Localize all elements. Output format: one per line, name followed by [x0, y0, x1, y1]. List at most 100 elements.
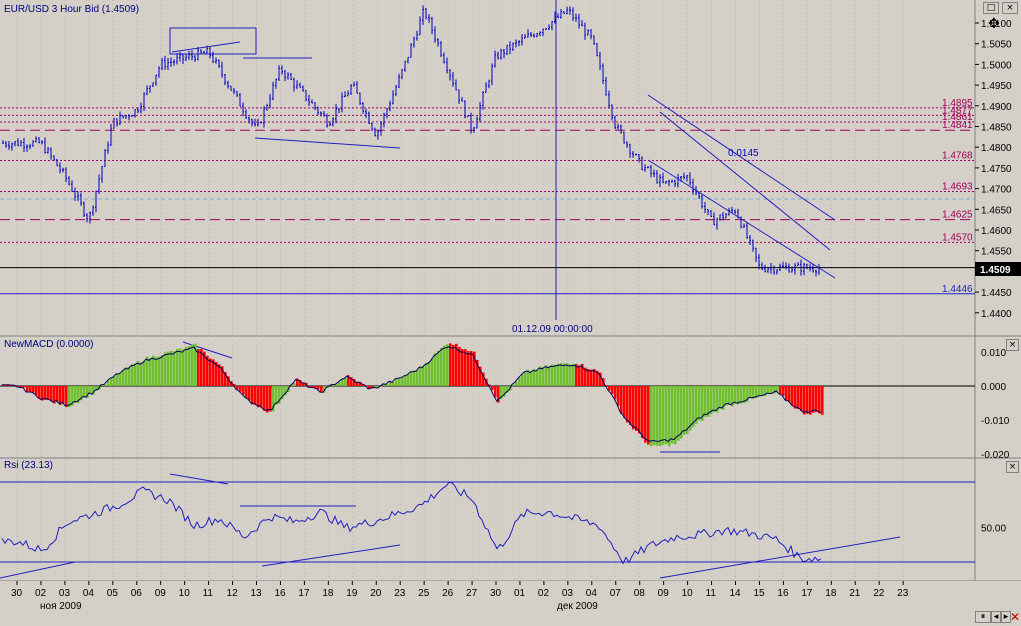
macd-bar	[323, 386, 326, 393]
macd-bar	[35, 386, 38, 396]
macd-bar	[53, 386, 56, 404]
macd-bar	[461, 349, 464, 386]
rsi-close-button[interactable]: ×	[1006, 461, 1019, 473]
x-tick-label: 30	[490, 588, 502, 599]
macd-bar	[593, 369, 596, 386]
level-label: 1.4841	[942, 120, 973, 131]
macd-bar	[797, 386, 800, 410]
x-tick-label: 25	[418, 588, 430, 599]
macd-bar	[686, 386, 689, 435]
x-tick-label: 13	[251, 588, 263, 599]
macd-bar	[587, 368, 590, 386]
macd-bar	[245, 386, 248, 399]
macd-bar	[566, 363, 569, 386]
macd-bar	[578, 365, 581, 386]
macd-bar	[299, 380, 302, 386]
price-panel[interactable]	[0, 0, 975, 336]
scroll-right-button[interactable]: ▸	[1001, 611, 1011, 623]
x-tick-label: 09	[658, 588, 670, 599]
macd-bar	[749, 386, 752, 399]
macd-bar	[626, 386, 629, 423]
macd-bar	[422, 366, 425, 386]
price-tick-label: 1.4750	[981, 164, 1012, 175]
macd-close-button[interactable]: ×	[1006, 339, 1019, 351]
macd-bar	[335, 384, 338, 386]
macd-bar	[224, 371, 227, 386]
macd-bar	[716, 386, 719, 413]
macd-bar	[479, 366, 482, 386]
vertical-marker-label: 01.12.09 00:00:00	[512, 324, 593, 335]
macd-bar	[179, 348, 182, 386]
price-tick-label: 1.4700	[981, 185, 1012, 196]
macd-bar	[443, 345, 446, 386]
macd-bar	[416, 369, 419, 386]
macd-bar	[302, 382, 305, 386]
macd-bar	[137, 361, 140, 386]
scroll-button[interactable]: ⏸	[975, 611, 991, 623]
x-tick-label: 17	[298, 588, 310, 599]
delete-icon[interactable]: ✕	[1010, 610, 1021, 624]
x-tick-label: 03	[59, 588, 71, 599]
macd-bar	[314, 386, 317, 388]
macd-bar	[398, 377, 401, 386]
macd-bar	[371, 386, 374, 389]
macd-bar	[95, 386, 98, 391]
macd-bar	[770, 386, 773, 395]
macd-bar	[65, 386, 68, 408]
macd-bar	[62, 386, 65, 404]
macd-bar	[32, 386, 35, 393]
macd-bar	[677, 386, 680, 441]
chart-title: EUR/USD 3 Hour Bid (1.4509)	[4, 4, 139, 15]
macd-bar	[452, 344, 455, 386]
macd-bar	[392, 382, 395, 386]
current-price-tag	[975, 262, 1021, 276]
macd-bar	[470, 350, 473, 386]
macd-bar	[227, 376, 230, 386]
x-axis-background	[0, 581, 1021, 626]
macd-bar	[482, 372, 485, 386]
channel-label: 0.0145	[728, 148, 759, 159]
macd-bar	[383, 383, 386, 386]
scroll-left-button[interactable]: ◂	[991, 611, 1001, 623]
close-button[interactable]: ×	[1002, 2, 1018, 14]
macd-bar	[614, 386, 617, 400]
crosshair-cursor-icon: ✥	[988, 16, 1000, 32]
x-tick-label: 06	[131, 588, 143, 599]
macd-bar	[83, 386, 86, 398]
macd-bar	[365, 385, 368, 386]
macd-bar	[599, 372, 602, 386]
macd-bar	[512, 384, 515, 386]
macd-bar	[386, 384, 389, 386]
macd-bar	[467, 351, 470, 386]
macd-bar	[773, 386, 776, 394]
macd-bar	[155, 357, 158, 386]
maximize-button[interactable]: □	[983, 2, 999, 14]
macd-bar	[689, 386, 692, 431]
macd-bar	[605, 385, 608, 386]
macd-bar	[656, 386, 659, 446]
price-tick-label: 1.4650	[981, 205, 1012, 216]
channel-upper	[647, 94, 836, 221]
macd-bar	[200, 349, 203, 386]
macd-bar	[620, 386, 623, 414]
macd-bar	[110, 377, 113, 386]
rsi-trend-line	[0, 561, 76, 579]
price-tick-label: 1.5050	[981, 40, 1012, 51]
macd-bar	[41, 386, 44, 401]
macd-bar	[86, 386, 89, 399]
macd-bar	[653, 386, 656, 446]
macd-bar	[473, 351, 476, 386]
macd-bar	[491, 386, 494, 391]
price-tick-label: 1.4850	[981, 123, 1012, 134]
annotation-box	[169, 27, 257, 55]
y-axis: 1.5100 1.5050 1.5000 1.4950 1.4900 1.4850 1.48…	[975, 19, 1012, 535]
macd-bar	[743, 386, 746, 403]
macd-bar	[122, 370, 125, 386]
macd-signal-line	[1, 346, 822, 443]
macd-bar	[230, 381, 233, 386]
current-price-label: 1.4509	[980, 265, 1011, 276]
macd-bar	[125, 367, 128, 386]
macd-bar	[143, 360, 146, 386]
x-tick-label: 14	[730, 588, 742, 599]
